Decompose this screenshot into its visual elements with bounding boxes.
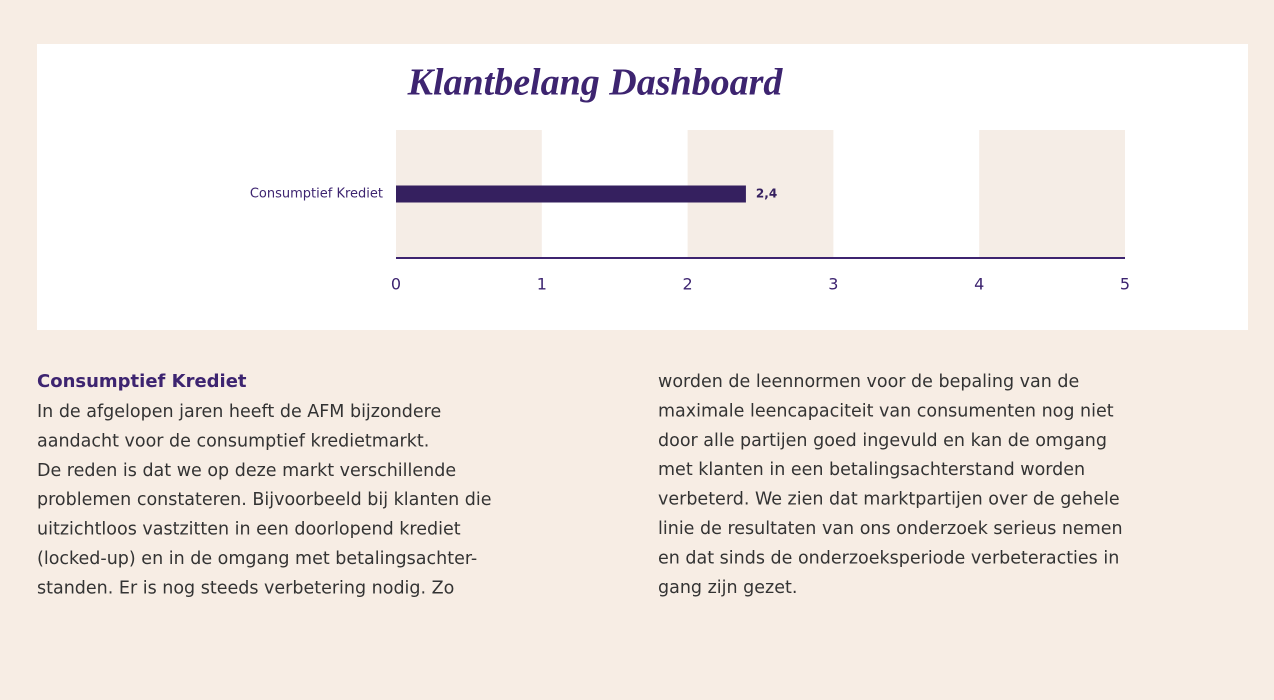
body-line: door alle partijen goed ingevuld en kan …: [658, 431, 1107, 451]
body-line: aandacht voor de consumptief kredietmark…: [37, 431, 429, 451]
body-line: linie de resultaten van ons onderzoek se…: [658, 519, 1123, 539]
body-line: uitzichtloos vastzitten in een doorlopen…: [37, 520, 461, 540]
body-line: met klanten in een betalingsachterstand …: [658, 460, 1085, 480]
x-tick-label: 4: [974, 275, 984, 294]
x-tick-label: 5: [1120, 275, 1130, 294]
grid-band: [979, 130, 1125, 258]
x-tick-label: 3: [828, 275, 838, 294]
body-line: gang zijn gezet.: [658, 578, 797, 598]
article-heading: Consumptief Krediet: [37, 371, 247, 392]
body-line: In de afgelopen jaren heeft de AFM bijzo…: [37, 402, 441, 422]
bar: [396, 185, 746, 203]
body-line: standen. Er is nog steeds verbetering no…: [37, 578, 454, 598]
x-tick-label: 0: [391, 275, 401, 294]
body-line: (locked-up) en in de omgang met betaling…: [37, 549, 477, 569]
value-label: 2,4: [756, 187, 777, 201]
body-line: problemen constateren. Bijvoorbeeld bij …: [37, 490, 491, 510]
x-tick-label: 2: [683, 275, 693, 294]
body-line: worden de leennormen voor de bepaling va…: [658, 372, 1079, 392]
body-line: De reden is dat we op deze markt verschi…: [37, 461, 456, 481]
x-tick-label: 1: [537, 275, 547, 294]
body-line: en dat sinds de onderzoeksperiode verbet…: [658, 548, 1119, 568]
body-line: verbeterd. We zien dat marktpartijen ove…: [658, 490, 1120, 510]
body-line: maximale leencapaciteit van consumenten …: [658, 401, 1114, 421]
chart-title: Klantbelang Dashboard: [407, 62, 784, 104]
y-tick-label: Consumptief Krediet: [250, 187, 383, 202]
